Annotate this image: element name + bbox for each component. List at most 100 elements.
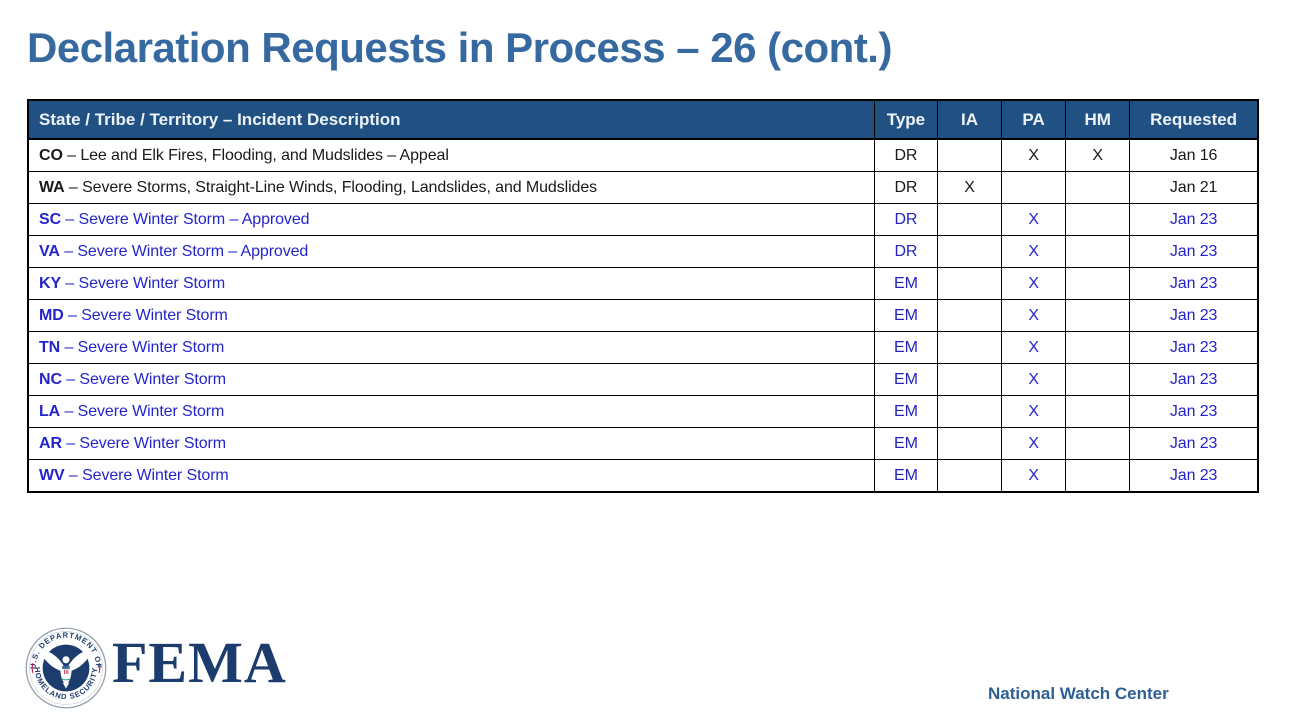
ia-cell: X [936, 171, 1003, 204]
incident-description: Severe Winter Storm [81, 306, 228, 324]
state-separator: – [60, 338, 78, 356]
table-row: WV – Severe Winter Storm EM X Jan 23 [27, 459, 1259, 493]
table-row: CO – Lee and Elk Fires, Flooding, and Mu… [27, 138, 1259, 172]
type-cell: EM [873, 299, 938, 332]
ia-cell [936, 138, 1003, 172]
hm-cell [1065, 363, 1131, 396]
ia-cell [936, 331, 1003, 364]
table-row: KY – Severe Winter Storm EM X Jan 23 [27, 267, 1259, 300]
requested-cell: Jan 23 [1129, 427, 1259, 460]
table-row: WA – Severe Storms, Straight-Line Winds,… [27, 171, 1259, 204]
incident-description: Severe Winter Storm [78, 274, 226, 292]
state-code: MD [39, 306, 64, 324]
state-code: WA [39, 178, 65, 196]
state-code: TN [39, 338, 61, 356]
hm-cell [1065, 267, 1131, 300]
hm-cell [1065, 331, 1131, 364]
pa-cell: X [1001, 459, 1067, 493]
requested-cell: Jan 23 [1129, 235, 1259, 268]
fema-logo-text: FEMA [112, 630, 287, 695]
state-code: KY [39, 274, 62, 292]
table-row: MD – Severe Winter Storm EM X Jan 23 [27, 299, 1259, 332]
incident-cell: WA – Severe Storms, Straight-Line Winds,… [27, 171, 875, 204]
type-cell: DR [873, 235, 938, 268]
state-code: VA [39, 242, 60, 260]
type-cell: EM [873, 267, 938, 300]
hm-cell [1065, 203, 1131, 236]
state-code: NC [39, 370, 62, 388]
table-header: State / Tribe / Territory – Incident Des… [27, 99, 1259, 140]
incident-cell: CO – Lee and Elk Fires, Flooding, and Mu… [27, 138, 875, 172]
pa-cell: X [1001, 138, 1067, 172]
type-cell: EM [873, 331, 938, 364]
state-code: WV [39, 466, 65, 484]
ia-cell [936, 299, 1003, 332]
ia-cell [936, 267, 1003, 300]
state-separator: – [60, 402, 78, 420]
table-row: AR – Severe Winter Storm EM X Jan 23 [27, 427, 1259, 460]
requested-cell: Jan 21 [1129, 171, 1259, 204]
type-cell: EM [873, 363, 938, 396]
table-body: CO – Lee and Elk Fires, Flooding, and Mu… [27, 138, 1259, 493]
pa-cell: X [1001, 203, 1067, 236]
incident-cell: NC – Severe Winter Storm [27, 363, 875, 396]
table-row: LA – Severe Winter Storm EM X Jan 23 [27, 395, 1259, 428]
hm-cell [1065, 235, 1131, 268]
incident-description: Severe Winter Storm [79, 370, 227, 388]
requested-cell: Jan 23 [1129, 267, 1259, 300]
incident-description: Severe Storms, Straight-Line Winds, Floo… [82, 178, 598, 196]
pa-cell [1001, 171, 1067, 204]
state-separator: – [59, 242, 78, 260]
requested-cell: Jan 23 [1129, 395, 1259, 428]
incident-cell: VA – Severe Winter Storm – Approved [27, 235, 875, 268]
incident-description: Severe Winter Storm – Approved [77, 242, 309, 260]
state-separator: – [64, 178, 83, 196]
incident-cell: AR – Severe Winter Storm [27, 427, 875, 460]
pa-cell: X [1001, 235, 1067, 268]
table-row: VA – Severe Winter Storm – Approved DR X… [27, 235, 1259, 268]
ia-cell [936, 459, 1003, 493]
seal-red-arc-left [31, 662, 34, 674]
state-separator: – [63, 306, 82, 324]
seal-red-arc-right [98, 662, 101, 674]
incident-description: Severe Winter Storm [82, 466, 229, 484]
header-row: State / Tribe / Territory – Incident Des… [27, 99, 1259, 140]
pa-cell: X [1001, 395, 1067, 428]
pa-cell: X [1001, 299, 1067, 332]
header-ia: IA [936, 99, 1003, 140]
state-separator: – [61, 434, 80, 452]
state-separator: – [61, 210, 79, 228]
page-title: Declaration Requests in Process – 26 (co… [27, 24, 892, 71]
hm-cell [1065, 171, 1131, 204]
pa-cell: X [1001, 267, 1067, 300]
hm-cell [1065, 395, 1131, 428]
header-requested: Requested [1129, 99, 1259, 140]
ia-cell [936, 203, 1003, 236]
incident-description: Severe Winter Storm [77, 338, 225, 356]
incident-cell: SC – Severe Winter Storm – Approved [27, 203, 875, 236]
type-cell: DR [873, 171, 938, 204]
incident-description: Lee and Elk Fires, Flooding, and Mudslid… [80, 146, 449, 164]
header-pa: PA [1001, 99, 1067, 140]
pa-cell: X [1001, 363, 1067, 396]
state-code: LA [39, 402, 61, 420]
hm-cell [1065, 459, 1131, 493]
type-cell: EM [873, 427, 938, 460]
hm-cell [1065, 427, 1131, 460]
incident-description: Severe Winter Storm [77, 402, 225, 420]
type-cell: DR [873, 203, 938, 236]
requested-cell: Jan 23 [1129, 331, 1259, 364]
requested-cell: Jan 23 [1129, 363, 1259, 396]
state-code: SC [39, 210, 62, 228]
type-cell: EM [873, 459, 938, 493]
incident-cell: LA – Severe Winter Storm [27, 395, 875, 428]
ia-cell [936, 395, 1003, 428]
table-row: SC – Severe Winter Storm – Approved DR X… [27, 203, 1259, 236]
requested-cell: Jan 23 [1129, 459, 1259, 493]
hm-cell: X [1065, 138, 1131, 172]
ia-cell [936, 235, 1003, 268]
header-hm: HM [1065, 99, 1131, 140]
state-separator: – [62, 146, 81, 164]
incident-cell: KY – Severe Winter Storm [27, 267, 875, 300]
type-cell: EM [873, 395, 938, 428]
